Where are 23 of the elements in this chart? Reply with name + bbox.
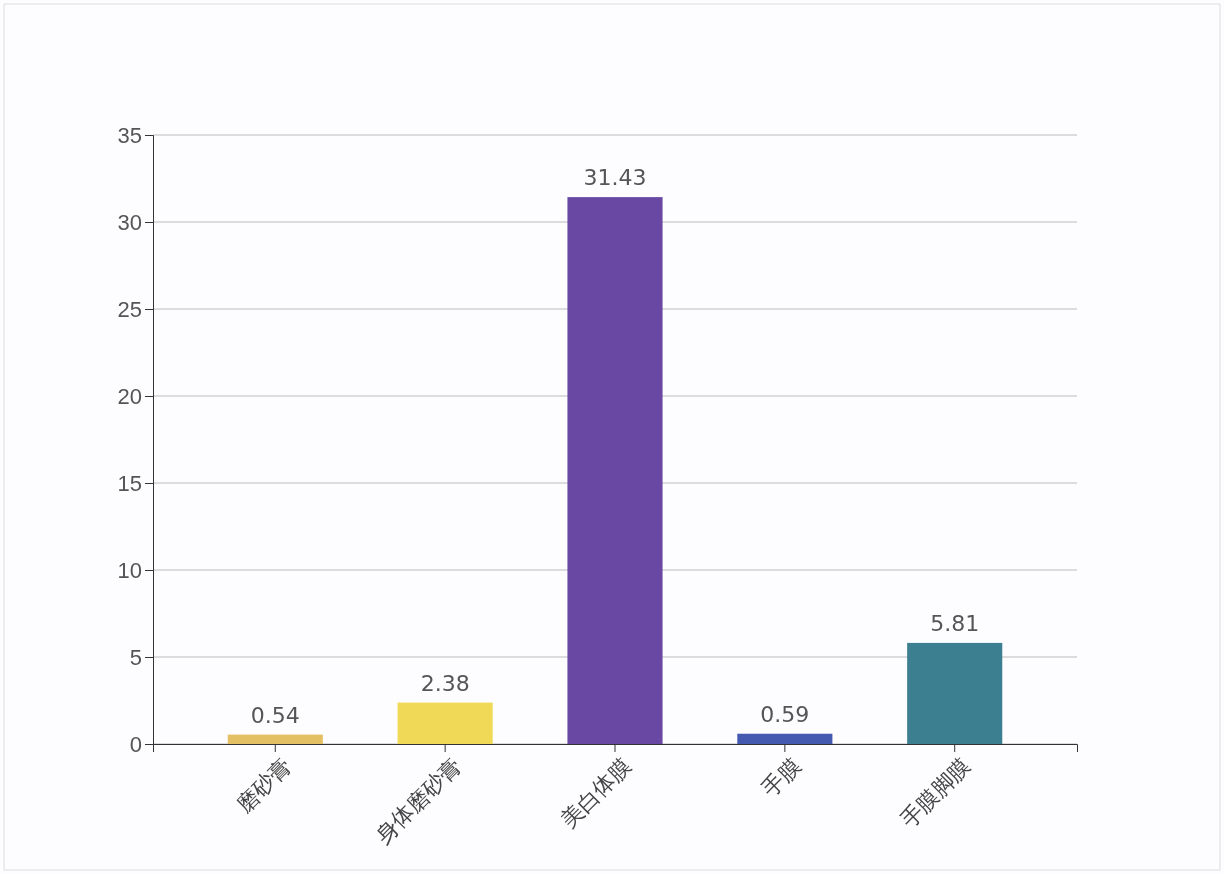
bar	[737, 733, 833, 744]
data-label: 2.38	[420, 670, 470, 696]
bar	[907, 642, 1003, 744]
bar	[567, 197, 663, 744]
x-tick-label: 手膜脚膜	[895, 753, 976, 833]
bar	[397, 702, 493, 744]
y-tick-label: 30	[117, 209, 142, 235]
x-tick-label: 美白体膜	[555, 753, 636, 833]
data-label: 31.43	[583, 165, 647, 191]
y-tick-label: 0	[129, 731, 142, 757]
x-tick-label: 身体磨砂膏	[370, 753, 466, 849]
y-tick-label: 20	[117, 383, 142, 409]
x-tick-label: 磨砂膏	[231, 753, 297, 818]
data-label: 0.59	[760, 701, 810, 727]
y-tick-label: 10	[117, 557, 142, 583]
y-tick-label: 25	[117, 296, 142, 322]
y-tick-label: 5	[129, 644, 142, 670]
y-tick-label: 35	[117, 122, 142, 148]
data-label: 5.81	[930, 610, 980, 636]
y-tick-label: 15	[117, 470, 142, 496]
data-label: 0.54	[250, 702, 300, 728]
x-tick-label: 手膜	[756, 753, 806, 802]
bar	[227, 734, 323, 744]
